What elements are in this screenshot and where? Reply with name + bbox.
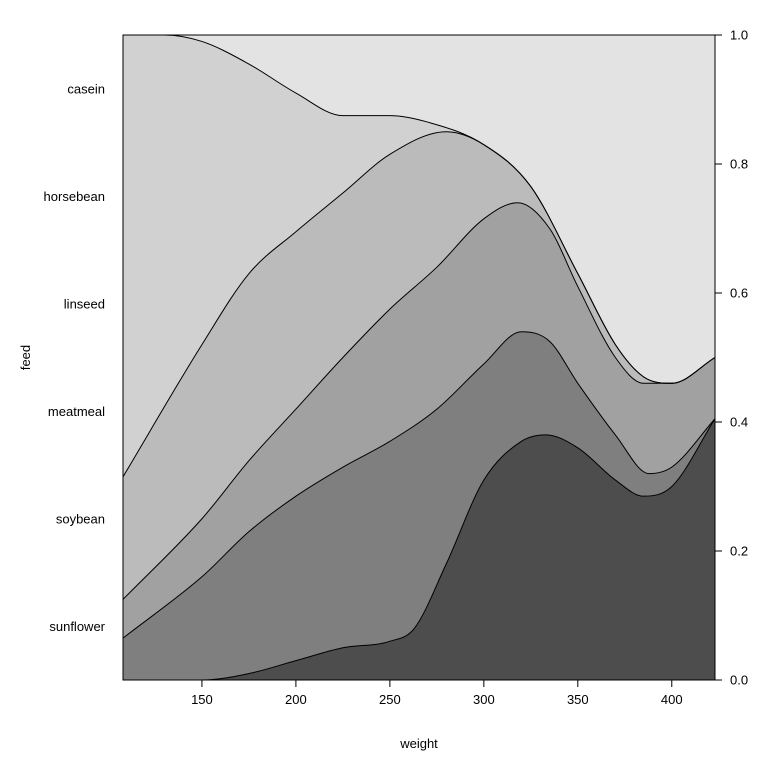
boundary-soybean-meatmeal xyxy=(122,331,716,639)
y-tick-label: 0.8 xyxy=(730,157,748,172)
y-tick-label: 0.2 xyxy=(730,544,748,559)
category-label-sunflower: sunflower xyxy=(49,619,105,634)
x-axis-title: weight xyxy=(399,736,438,751)
y-axis-title: feed xyxy=(18,345,33,370)
y-tick-label: 0.6 xyxy=(730,286,748,301)
x-tick-label: 300 xyxy=(473,692,495,707)
x-tick-label: 150 xyxy=(191,692,213,707)
boundary-sunflower-soybean xyxy=(123,418,716,681)
density-bands xyxy=(123,35,715,680)
category-label-soybean: soybean xyxy=(56,511,105,526)
x-tick-label: 250 xyxy=(379,692,401,707)
y-tick-label: 0.4 xyxy=(730,415,748,430)
category-label-casein: casein xyxy=(67,81,105,96)
y-axis-right: 0.0 0.2 0.4 0.6 0.8 1.0 xyxy=(714,28,748,688)
x-axis: 150 200 250 300 350 400 xyxy=(191,679,683,707)
category-label-meatmeal: meatmeal xyxy=(48,404,105,419)
category-labels: sunflower soybean meatmeal linseed horsebean… xyxy=(44,81,106,634)
category-label-linseed: linseed xyxy=(64,296,105,311)
boundary-lines xyxy=(122,34,716,681)
x-tick-label: 400 xyxy=(661,692,683,707)
y-tick-label: 1.0 xyxy=(730,28,748,43)
x-tick-label: 200 xyxy=(285,692,307,707)
boundary-horsebean-casein xyxy=(123,34,716,384)
category-label-horsebean: horsebean xyxy=(44,189,105,204)
x-tick-label: 350 xyxy=(567,692,589,707)
boundary-meatmeal-linseed xyxy=(122,202,716,600)
y-tick-label: 0.0 xyxy=(730,673,748,688)
band-sunflower xyxy=(123,418,715,680)
